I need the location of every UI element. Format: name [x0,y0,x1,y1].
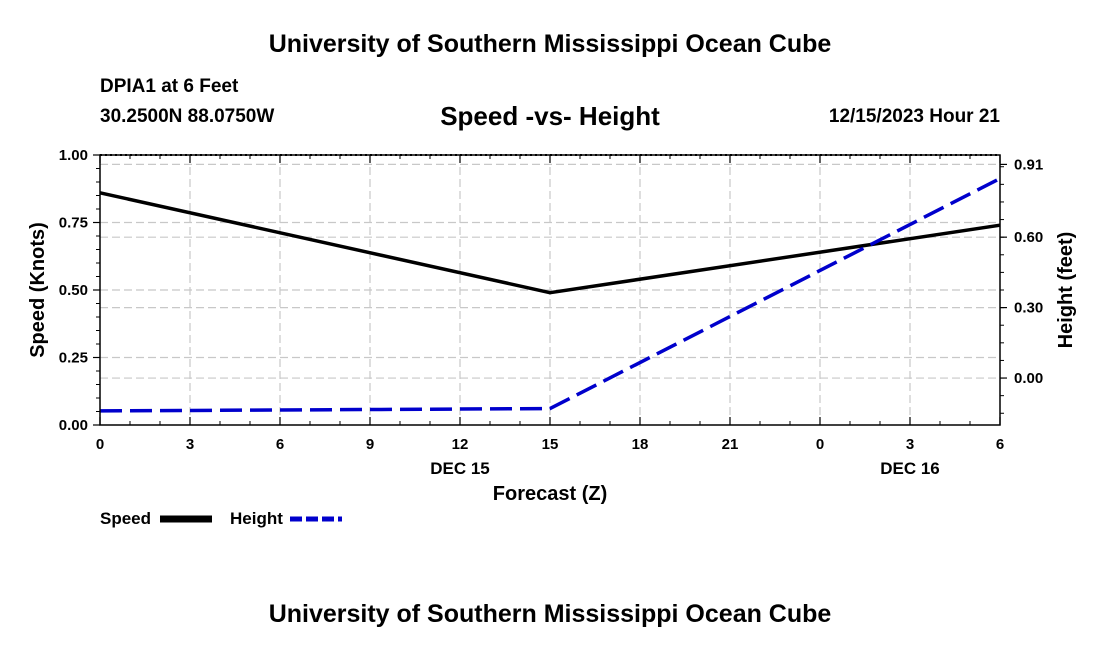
x-tick-label: 12 [452,436,469,453]
data-point-height [549,408,551,410]
chart-title: Speed -vs- Height [440,101,660,131]
x-tick-label: 21 [722,436,739,453]
footer-title: University of Southern Mississippi Ocean… [268,600,832,628]
x-tick-label: 18 [632,436,649,453]
main-title: University of Southern Mississippi Ocean… [268,30,832,58]
y2-tick-label: 0.00 [1014,370,1043,387]
station-label: DPIA1 at 6 Feet [100,76,239,97]
y-tick-label: 0.75 [59,215,88,232]
y-tick-label: 0.50 [59,282,88,299]
forecast-datetime: 12/15/2023 Hour 21 [828,106,1000,127]
x-tick-label: 15 [542,436,559,453]
x-tick-label: 3 [906,436,914,453]
legend-speed-label: Speed [100,509,152,528]
y2-tick-label: 0.30 [1014,300,1043,317]
x-tick-label: 0 [816,436,824,453]
legend-height-label: Height [230,509,283,528]
date-label: DEC 16 [880,459,940,478]
legend-speed-line [160,515,212,523]
data-point-speed [549,292,551,294]
legend-height-line [290,516,342,522]
x-axis-title: Forecast (Z) [493,483,607,505]
date-label: DEC 15 [430,459,490,478]
y2-tick-label: 0.91 [1014,156,1043,173]
x-tick-label: 6 [996,436,1004,453]
y-tick-label: 1.00 [59,147,88,164]
y2-axis-title: Height (feet) [1055,232,1077,349]
x-tick-label: 0 [96,436,104,453]
station-coordinates: 30.2500N 88.0750W [100,106,275,127]
y-tick-label: 0.00 [59,417,88,434]
x-tick-label: 6 [276,436,284,453]
x-tick-label: 3 [186,436,194,453]
x-tick-label: 9 [366,436,374,453]
y-tick-label: 0.25 [59,350,88,367]
y2-tick-label: 0.60 [1014,229,1043,246]
y-axis-title: Speed (Knots) [27,222,49,358]
